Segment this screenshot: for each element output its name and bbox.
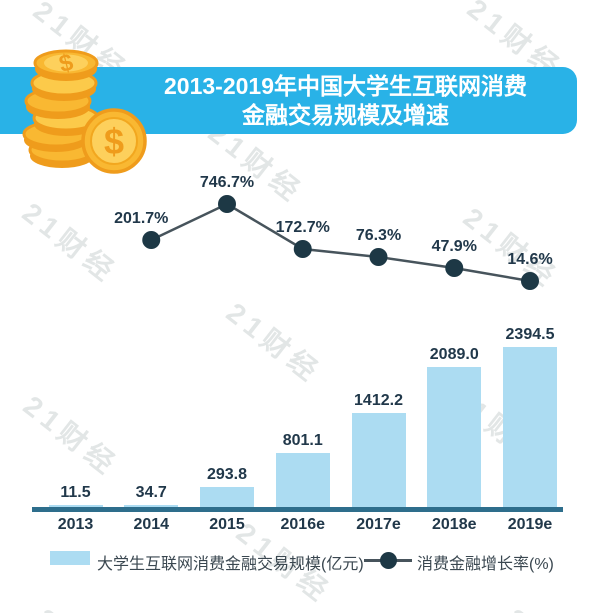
bar-2014 bbox=[124, 504, 179, 507]
growth-value-label-2015: 746.7% bbox=[199, 174, 255, 191]
x-axis-line bbox=[32, 507, 563, 512]
bar-value-label-2019e: 2394.5 bbox=[505, 326, 555, 344]
bar-value-label-2017e: 1412.2 bbox=[354, 391, 403, 409]
x-axis-label-2019e: 2019e bbox=[507, 516, 553, 533]
bar-value-label-2013: 11.5 bbox=[60, 484, 91, 501]
growth-value-label-2018e: 47.9% bbox=[431, 238, 477, 255]
bar-2016e bbox=[275, 453, 330, 507]
coin-front: $ bbox=[81, 108, 147, 174]
bar-2013 bbox=[48, 505, 103, 507]
bar-2019e bbox=[503, 347, 557, 507]
watermark-4: 21财经 bbox=[16, 196, 124, 290]
bar-2015 bbox=[200, 487, 254, 507]
x-axis-label-2014: 2014 bbox=[133, 516, 170, 533]
growth-value-label-2014: 201.7% bbox=[114, 210, 169, 227]
coin-front-dollar-icon: $ bbox=[104, 121, 124, 162]
growth-dot-2017e bbox=[369, 248, 388, 266]
bar-value-label-2015: 293.8 bbox=[206, 466, 248, 484]
bar-value-label-2018e: 2089.0 bbox=[429, 346, 479, 364]
growth-value-label-2019e: 14.6% bbox=[507, 251, 553, 268]
watermark-11: 21财经 bbox=[499, 598, 600, 613]
growth-value-label-2017e: 76.3% bbox=[355, 227, 402, 244]
x-axis-label-2018e: 2018e bbox=[432, 516, 477, 533]
title-line-1: 2013-2019年中国大学生互联网消费 bbox=[164, 72, 527, 99]
growth-dot-2014 bbox=[142, 231, 161, 249]
x-axis-label-2015: 2015 bbox=[209, 516, 245, 533]
line-legend-dot-icon bbox=[380, 552, 397, 569]
watermark-7: 21财经 bbox=[17, 389, 125, 483]
growth-dot-2016e bbox=[293, 240, 312, 258]
x-axis-label-2013: 2013 bbox=[57, 516, 94, 533]
growth-dot-2015 bbox=[218, 195, 236, 213]
watermark-10: 21财经 bbox=[29, 598, 141, 613]
title-line-2: 金融交易规模及增速 bbox=[242, 101, 449, 128]
bar-2018e bbox=[427, 367, 482, 507]
bar-legend-label: 大学生互联网消费金融交易规模(亿元) bbox=[97, 556, 364, 573]
coins-icon: $ $ bbox=[22, 49, 147, 174]
growth-value-label-2016e: 172.7% bbox=[275, 219, 330, 236]
x-axis-label-2017e: 2017e bbox=[356, 516, 401, 533]
coin-stack: $ bbox=[22, 49, 100, 168]
bar-legend-swatch bbox=[50, 551, 90, 565]
bar-value-label-2016e: 801.1 bbox=[282, 432, 323, 450]
growth-dot-2018e bbox=[445, 259, 464, 277]
x-axis-label-2016e: 2016e bbox=[280, 516, 326, 533]
bar-value-label-2014: 34.7 bbox=[135, 483, 167, 501]
watermark-6: 21财经 bbox=[220, 296, 328, 390]
bar-2017e bbox=[351, 412, 406, 507]
line-legend-label: 消费金融增长率(%) bbox=[417, 556, 554, 573]
